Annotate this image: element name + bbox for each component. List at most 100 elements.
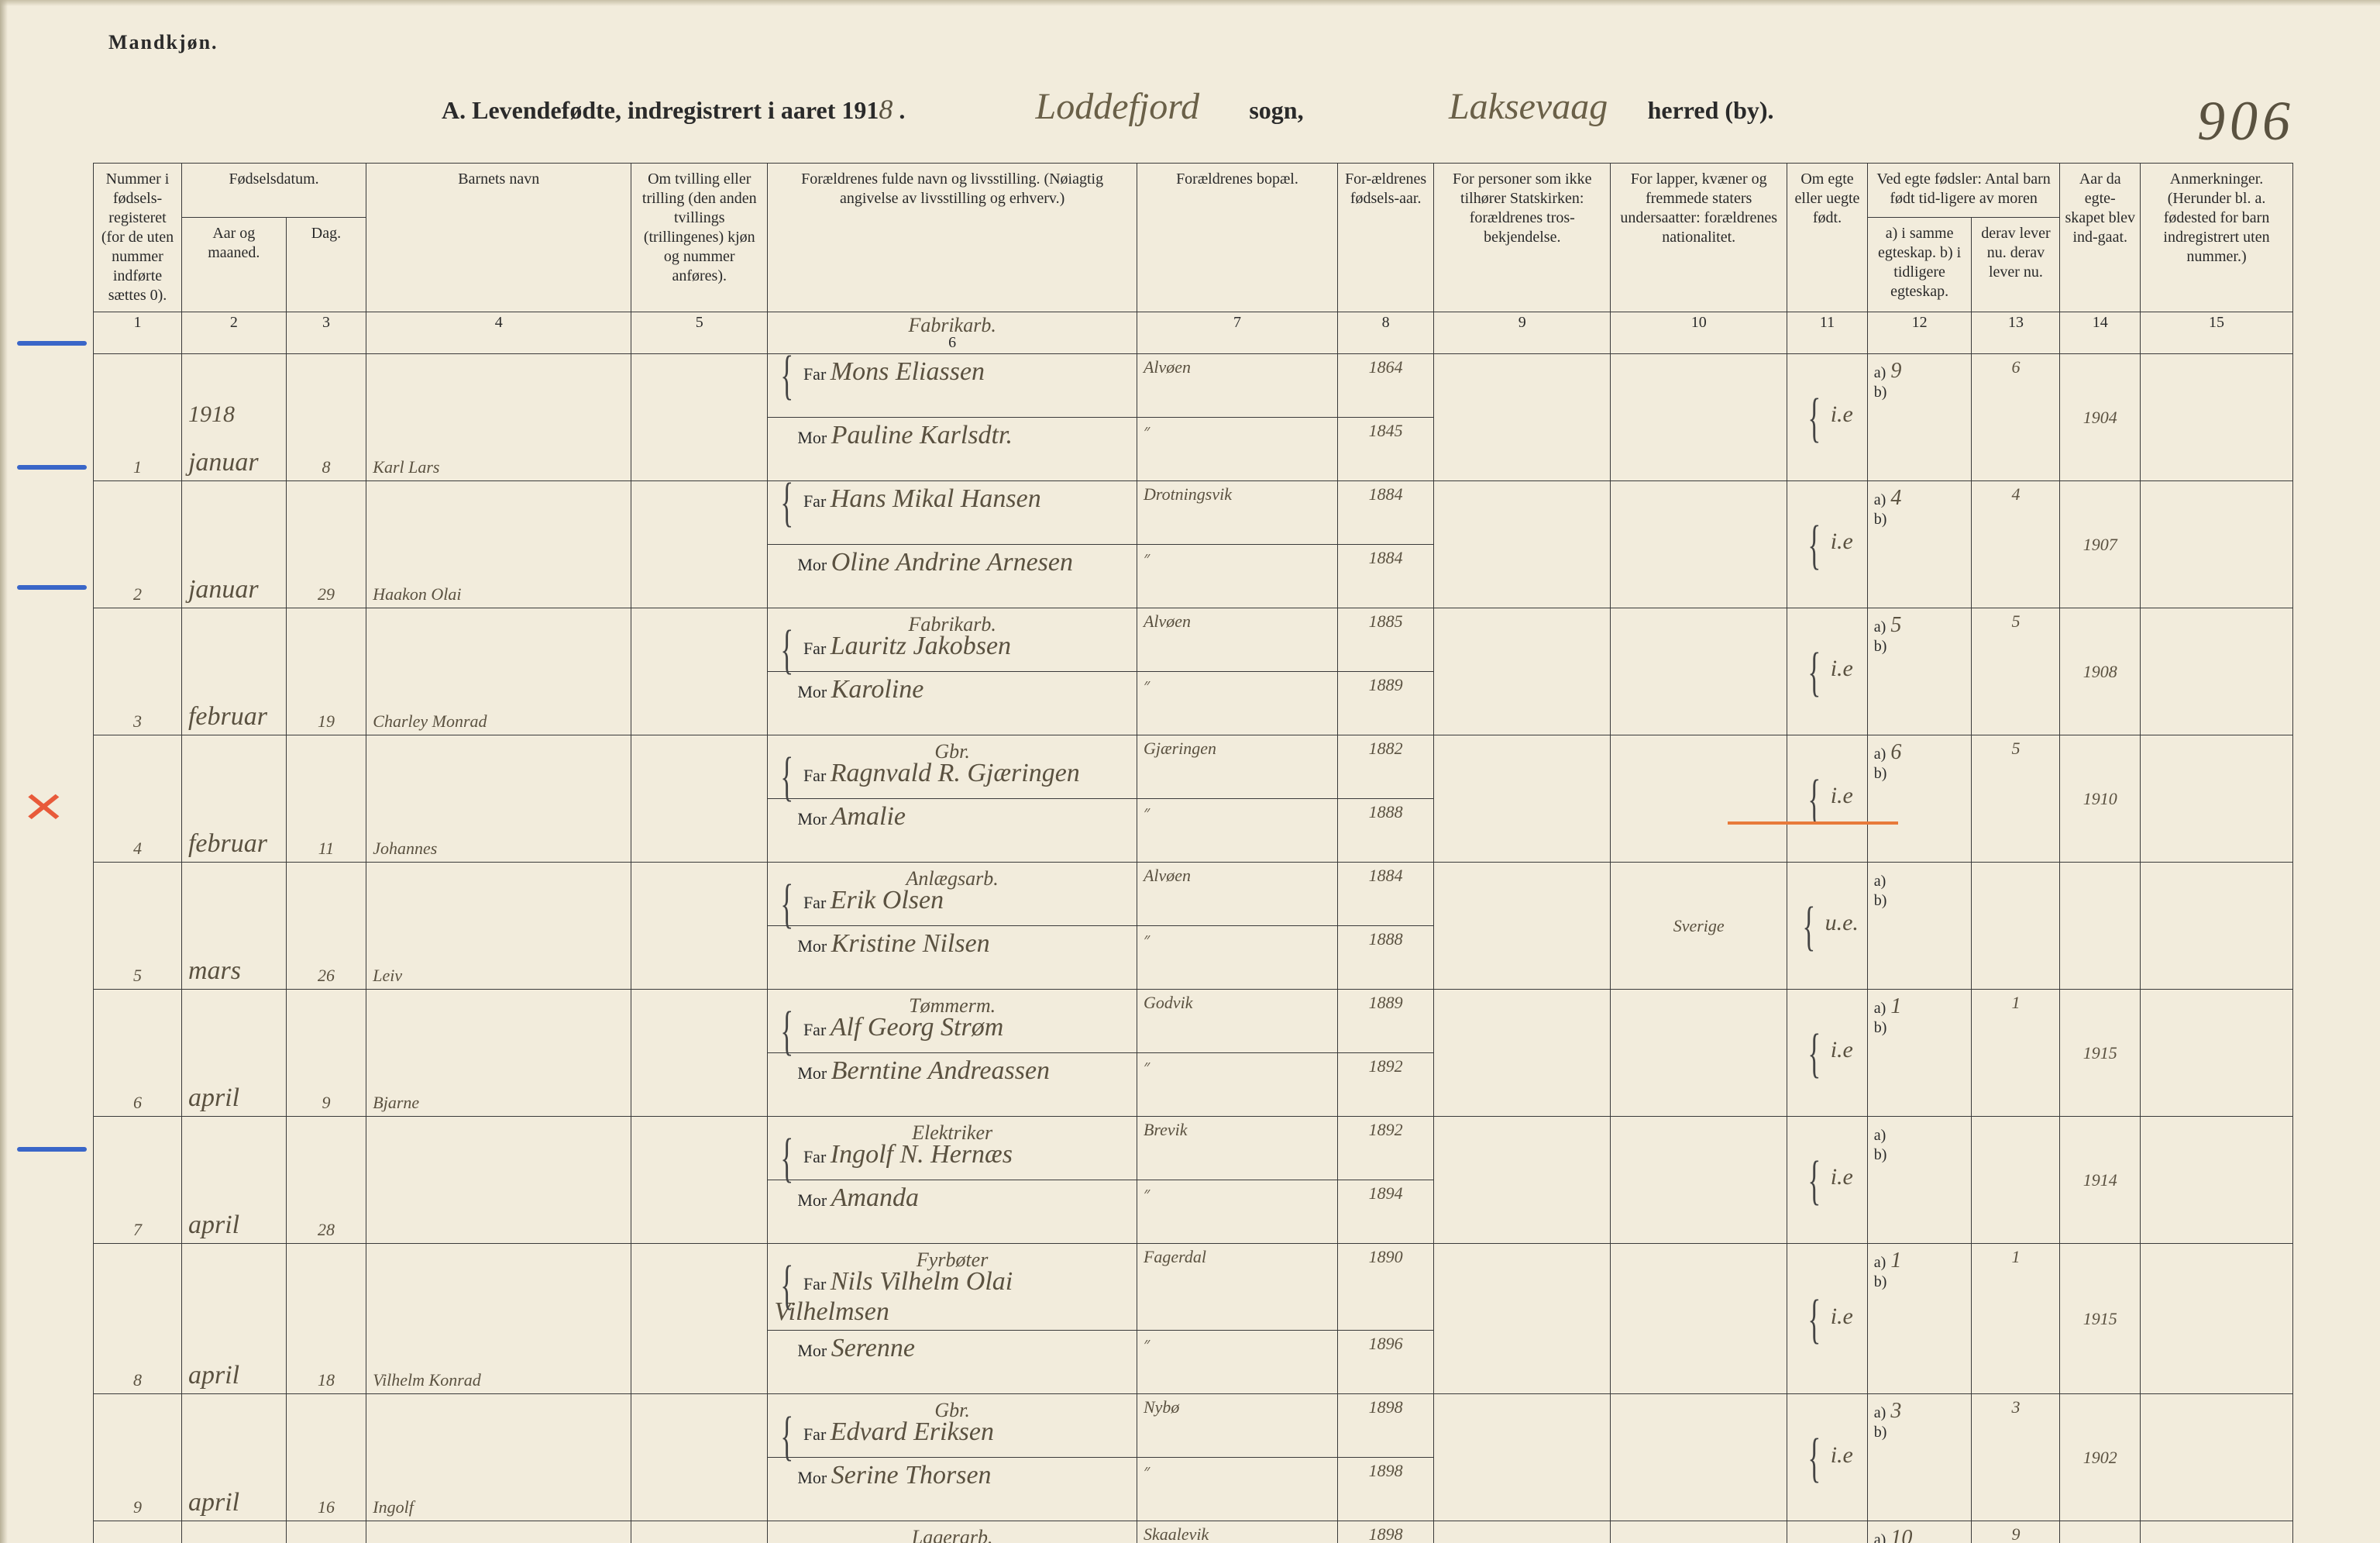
residence: Alvøen bbox=[1137, 863, 1337, 926]
col-5-header: Om tvilling eller trilling (den anden tv… bbox=[631, 164, 768, 312]
mother-cell: Mor Berntine Andreassen bbox=[768, 1053, 1137, 1117]
month: mars bbox=[188, 956, 241, 985]
child-name: Leiv bbox=[366, 863, 631, 990]
residence: Nybø bbox=[1137, 1394, 1337, 1458]
blue-pen-mark bbox=[17, 465, 87, 470]
month: april bbox=[188, 1211, 239, 1239]
father-cell: Elektriker{Far Ingolf N. Hernæs bbox=[768, 1117, 1137, 1180]
blue-pen-mark bbox=[17, 1147, 87, 1152]
mother-year: 1888 bbox=[1337, 926, 1433, 990]
residence: Fagerdal bbox=[1137, 1244, 1337, 1331]
title-prefix: A. Levendefødte, indregistrert i aaret 1… bbox=[442, 96, 879, 124]
residence-ditto: ״ bbox=[1137, 1458, 1337, 1521]
legitimacy: }i.e bbox=[1787, 354, 1868, 481]
religion bbox=[1434, 863, 1611, 990]
legitimacy: }i.e bbox=[1787, 990, 1868, 1117]
colnum: 9 bbox=[1434, 312, 1611, 354]
remarks bbox=[2141, 1394, 2293, 1521]
colnum: 7 bbox=[1137, 312, 1337, 354]
col-7-header: Forældrenes bopæl. bbox=[1137, 164, 1337, 312]
colnum: 4 bbox=[366, 312, 631, 354]
father-year: 1898 bbox=[1337, 1394, 1433, 1458]
day: 18 bbox=[286, 1244, 366, 1394]
col-15-header: Anmerkninger. (Herunder bl. a. fødested … bbox=[2141, 164, 2293, 312]
mother-cell: Mor Amanda bbox=[768, 1180, 1137, 1244]
nationality bbox=[1611, 1244, 1787, 1394]
prev-children: a)6b) bbox=[1867, 735, 1972, 863]
residence: Skaalevik bbox=[1137, 1521, 1337, 1543]
religion bbox=[1434, 1244, 1611, 1394]
father-line: {Far Ragnvald R. Gjæringen bbox=[774, 760, 1130, 790]
blue-pen-mark bbox=[17, 341, 87, 346]
father-line: {Far Erik Olsen bbox=[774, 887, 1130, 918]
marriage-year: 1907 bbox=[2060, 481, 2141, 608]
colnum: 5 bbox=[631, 312, 768, 354]
father-line: {Far Nils Vilhelm Olai Vilhelmsen bbox=[774, 1269, 1130, 1325]
col-2-header: Aar og maaned. bbox=[181, 217, 286, 312]
table-row: 10juniapril19IngvaldLagerarb.{Far Baard … bbox=[94, 1521, 2293, 1543]
twin bbox=[631, 1244, 768, 1394]
prev-children: a)10b) bbox=[1867, 1521, 1972, 1543]
day: 19 bbox=[286, 1521, 366, 1543]
table-row: 2januar29Haakon Olai{Far Hans Mikal Hans… bbox=[94, 481, 2293, 545]
colnum: 12 bbox=[1867, 312, 1972, 354]
scan-edge-left bbox=[0, 0, 8, 1543]
twin bbox=[631, 990, 768, 1117]
children-living: 3 bbox=[1972, 1394, 2060, 1521]
row-number: 5 bbox=[94, 863, 182, 990]
twin bbox=[631, 481, 768, 608]
children-living bbox=[1972, 863, 2060, 990]
residence: Brevik bbox=[1137, 1117, 1337, 1180]
marriage-year: 1904 bbox=[2060, 354, 2141, 481]
father-line: {Far Mons Eliassen bbox=[774, 359, 1130, 389]
children-living: 6 bbox=[1972, 354, 2060, 481]
children-living: 5 bbox=[1972, 608, 2060, 735]
month-cell: april bbox=[181, 990, 286, 1117]
colnum-6: 6 bbox=[948, 334, 956, 351]
residence: Godvik bbox=[1137, 990, 1337, 1053]
day: 16 bbox=[286, 1394, 366, 1521]
mother-year: 1889 bbox=[1337, 672, 1433, 735]
ledger-table: Nummer i fødsels-registeret (for de uten… bbox=[93, 163, 2293, 1543]
colnum: 3 bbox=[286, 312, 366, 354]
father-cell: {Far Hans Mikal Hansen bbox=[768, 481, 1137, 545]
prev-children: a)1b) bbox=[1867, 990, 1972, 1117]
table-row: 9april16IngolfGbr.{Far Edvard EriksenNyb… bbox=[94, 1394, 2293, 1458]
marriage-year: 1908 bbox=[2060, 608, 2141, 735]
father-year: 1864 bbox=[1337, 354, 1433, 418]
row-number: 9 bbox=[94, 1394, 182, 1521]
row-number: 8 bbox=[94, 1244, 182, 1394]
remarks bbox=[2141, 1117, 2293, 1244]
remarks bbox=[2141, 990, 2293, 1117]
father-line: {Far Alf Georg Strøm bbox=[774, 1014, 1130, 1045]
father-year: 1884 bbox=[1337, 481, 1433, 545]
marriage-year: 1901 bbox=[2060, 1521, 2141, 1543]
mother-year: 1898 bbox=[1337, 1458, 1433, 1521]
mother-year: 1896 bbox=[1337, 1331, 1433, 1394]
prev-children: a)b) bbox=[1867, 863, 1972, 990]
month-cell: februar bbox=[181, 735, 286, 863]
father-line: {Far Hans Mikal Hansen bbox=[774, 486, 1130, 516]
religion bbox=[1434, 1394, 1611, 1521]
child-name bbox=[366, 1117, 631, 1244]
nationality bbox=[1611, 990, 1787, 1117]
religion bbox=[1434, 990, 1611, 1117]
col-3-header: Dag. bbox=[286, 217, 366, 312]
scan-edge-top bbox=[0, 0, 2380, 6]
mother-year: 1884 bbox=[1337, 545, 1433, 608]
table-row: 6april9BjarneTømmerm.{Far Alf Georg Strø… bbox=[94, 990, 2293, 1053]
table-row: 3februar19Charley MonradFabrikarb.{Far L… bbox=[94, 608, 2293, 672]
month: januar bbox=[188, 448, 259, 477]
table-row: 8april18Vilhelm KonradFyrbøter{Far Nils … bbox=[94, 1244, 2293, 1331]
remarks bbox=[2141, 863, 2293, 990]
month-cell: 1918januar bbox=[181, 354, 286, 481]
colnum: 13 bbox=[1972, 312, 2060, 354]
twin bbox=[631, 608, 768, 735]
religion bbox=[1434, 1117, 1611, 1244]
twin bbox=[631, 1521, 768, 1543]
header-title-line: A. Levendefødte, indregistrert i aaret 1… bbox=[0, 85, 2380, 129]
month: april bbox=[188, 1488, 239, 1517]
sogn-value: Loddefjord bbox=[1016, 85, 1218, 129]
residence-ditto: ״ bbox=[1137, 1331, 1337, 1394]
residence-ditto: ״ bbox=[1137, 672, 1337, 735]
